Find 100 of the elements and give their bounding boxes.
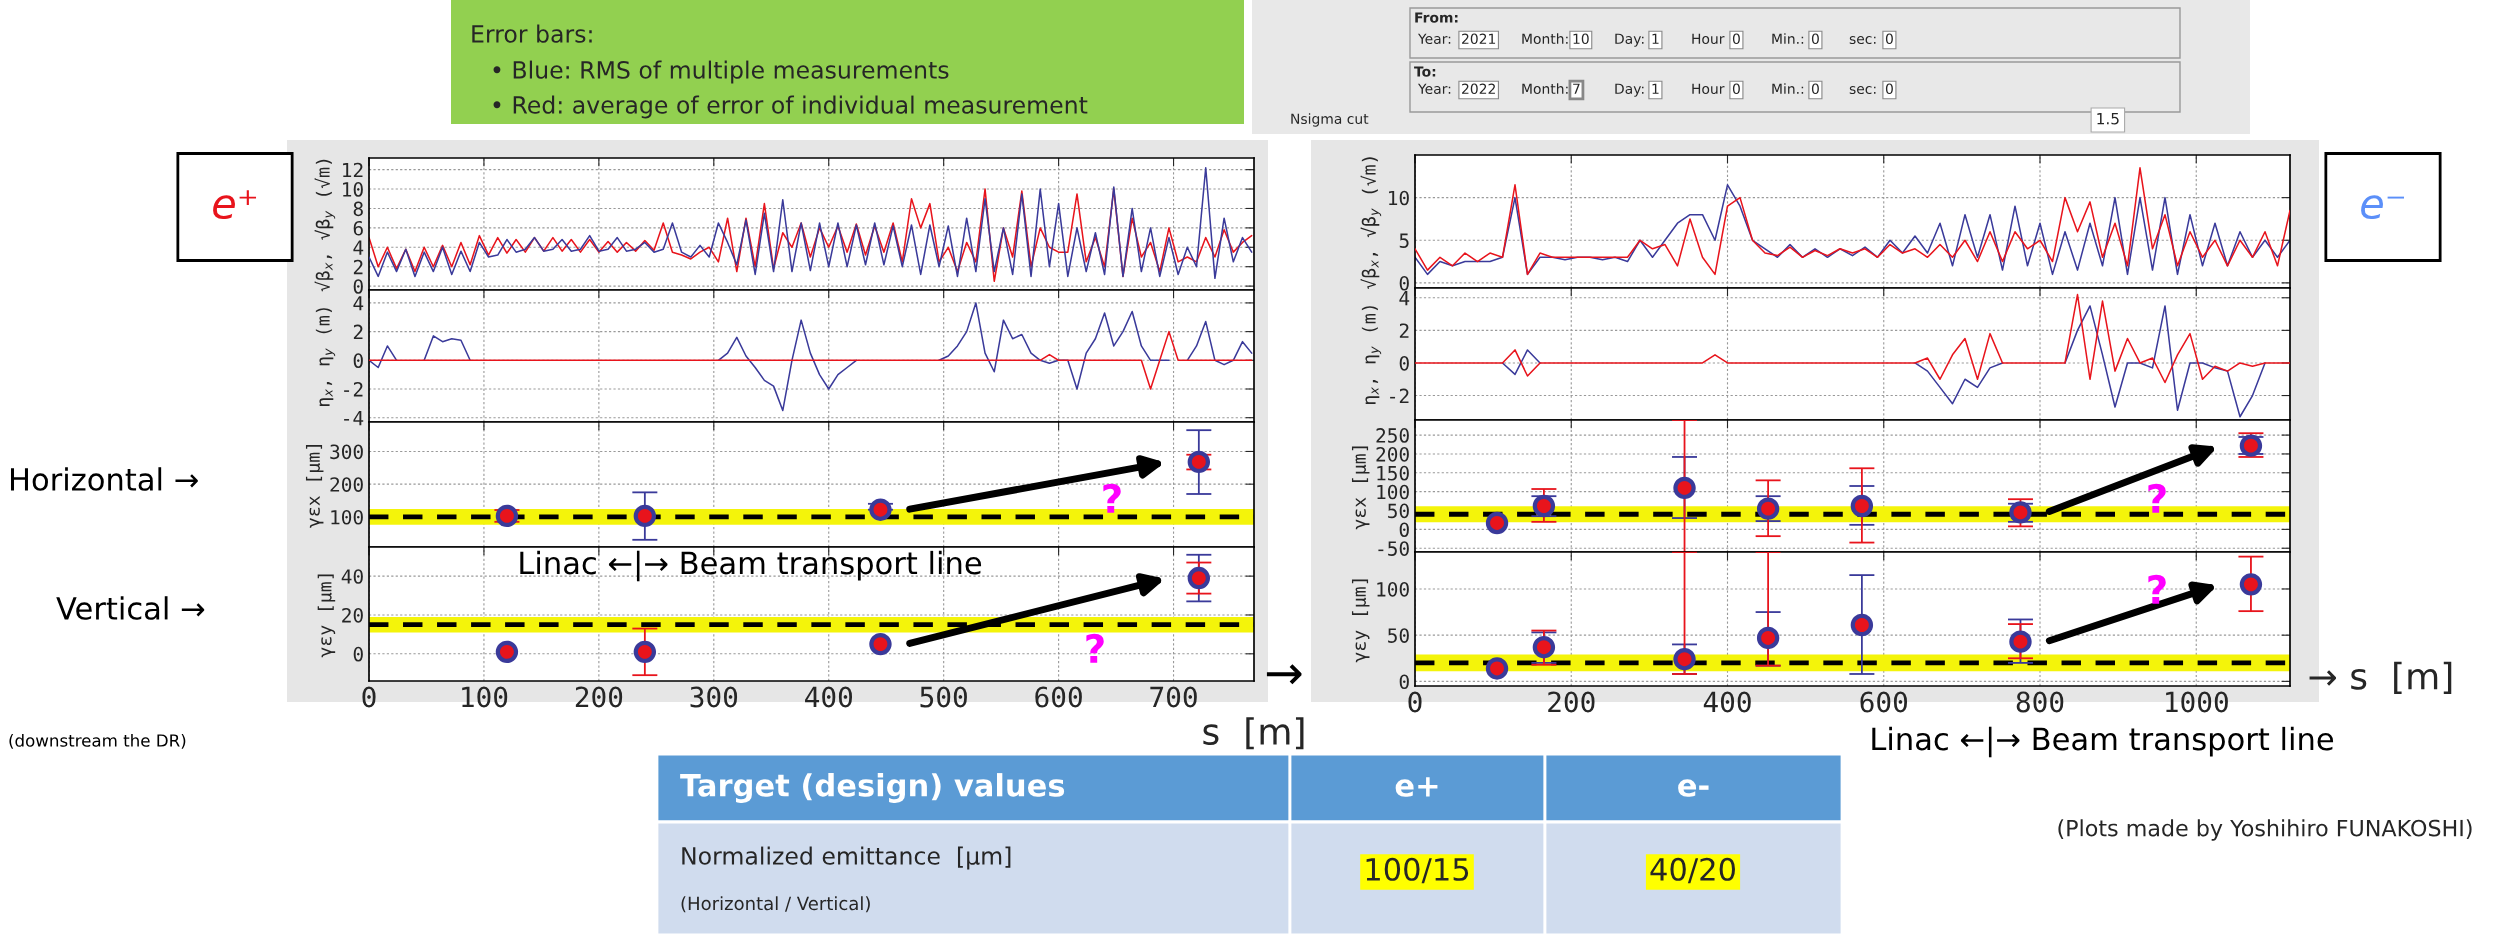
text: Vertical → bbox=[56, 596, 205, 620]
y-tick-label: 50 bbox=[1388, 628, 1409, 643]
y-tick-label: 200 bbox=[330, 477, 363, 492]
x-tick-label: 200 bbox=[575, 686, 623, 708]
y-axis-title: γεy [μm] bbox=[317, 574, 336, 658]
text: Error bars: bbox=[472, 24, 592, 43]
text: 0 bbox=[1732, 83, 1740, 95]
y-tick-label: 4 bbox=[1399, 291, 1410, 306]
text: 0 bbox=[1732, 33, 1740, 45]
y-tick-label: -2 bbox=[1390, 388, 1409, 403]
y-tick-label: 300 bbox=[330, 444, 363, 460]
x-tick-label: 1000 bbox=[2166, 691, 2228, 713]
text: → bbox=[1266, 664, 1302, 685]
y-tick-label: 0 bbox=[1399, 275, 1409, 291]
y-tick-label: 0 bbox=[1399, 522, 1409, 538]
y-tick-label: 0 bbox=[353, 646, 363, 662]
text: 100/15 bbox=[1366, 857, 1469, 884]
x-tick-label: 400 bbox=[805, 686, 853, 708]
text: Horizontal → bbox=[11, 467, 198, 491]
text: sec: bbox=[1849, 36, 1876, 45]
y-tick-label: 0 bbox=[353, 353, 363, 369]
y-tick-label: 8 bbox=[353, 201, 363, 217]
text: Linac ←|→ Beam transport line bbox=[1872, 726, 2334, 758]
x-axis-title: → s [m] bbox=[2309, 661, 2452, 695]
y-tick-label: 200 bbox=[1376, 446, 1409, 462]
text: (downstream the DR) bbox=[9, 733, 186, 749]
y-tick-label: 50 bbox=[1388, 503, 1409, 519]
category-label: e- bbox=[1678, 779, 1709, 797]
y-tick-label: -2 bbox=[344, 382, 363, 397]
text: (Plots made by Yoshihiro FUNAKOSHI) bbox=[2058, 819, 2472, 841]
y-tick-label: 100 bbox=[331, 509, 363, 525]
y-tick-label: 0 bbox=[353, 279, 363, 294]
text: 0 bbox=[1811, 83, 1819, 95]
text: (Horizontal / Vertical) bbox=[681, 896, 870, 913]
y-tick-label: 100 bbox=[1377, 484, 1409, 500]
text: 0 bbox=[1885, 33, 1893, 45]
category-label: Target (design) values bbox=[680, 773, 1065, 803]
y-tick-label: 100 bbox=[1377, 581, 1409, 597]
y-tick-label: 2 bbox=[1399, 323, 1409, 338]
y-tick-label: 20 bbox=[342, 607, 363, 623]
text: Month: bbox=[1522, 83, 1568, 95]
y-tick-label: 250 bbox=[1376, 428, 1409, 443]
annotation: Linac ←|→ Beam transport line bbox=[520, 550, 982, 582]
text: 0 bbox=[1811, 33, 1819, 45]
annotation: ? bbox=[1103, 483, 1121, 513]
y-tick-label: 6 bbox=[353, 220, 363, 236]
text: Normalized emittance [μm] bbox=[682, 846, 1011, 870]
text: e⁻ bbox=[2361, 195, 2405, 220]
text: Min.: bbox=[1772, 83, 1804, 94]
y-axis-title: √β$_{x}$, √β$_{y}$ (√m) bbox=[314, 159, 336, 292]
y-axis-title: γεx [μm] bbox=[1351, 446, 1370, 530]
text: 2021 bbox=[1462, 33, 1496, 45]
text: To: bbox=[1414, 66, 1436, 77]
y-tick-label: 2 bbox=[353, 324, 363, 340]
annotation: ? bbox=[2148, 574, 2166, 604]
x-tick-label: 600 bbox=[1860, 691, 1908, 713]
y-axis-title: γεx [μm] bbox=[305, 445, 324, 528]
x-tick-label: 400 bbox=[1703, 691, 1751, 713]
text: 1.5 bbox=[2097, 113, 2119, 125]
x-tick-label: 200 bbox=[1548, 691, 1595, 713]
x-tick-label: 700 bbox=[1150, 686, 1197, 708]
x-tick-label: 300 bbox=[690, 686, 738, 708]
text: • Blue: RMS of multiple measurements bbox=[493, 60, 949, 84]
y-axis-title: γεy [μm] bbox=[1351, 579, 1370, 663]
text: Nsigma cut bbox=[1291, 113, 1369, 127]
y-tick-label: -50 bbox=[1378, 541, 1409, 556]
y-tick-label: 10 bbox=[343, 182, 363, 197]
text: • Red: average of error of individual measurement bbox=[493, 95, 1088, 119]
y-tick-label: 4 bbox=[353, 240, 364, 255]
text: 1 bbox=[1652, 83, 1659, 94]
text: sec: bbox=[1849, 86, 1876, 95]
x-tick-label: 100 bbox=[462, 686, 508, 708]
text: From: bbox=[1415, 12, 1458, 23]
text: Month: bbox=[1522, 33, 1568, 45]
text: e⁺ bbox=[213, 190, 257, 220]
text: Day: bbox=[1615, 33, 1644, 47]
x-tick-label: 800 bbox=[2016, 691, 2064, 713]
y-axis-title: η$_{x}$, η$_{y}$ (m) bbox=[1361, 306, 1382, 404]
text: Year: bbox=[1417, 33, 1451, 45]
text: Day: bbox=[1615, 83, 1644, 97]
text: 2022 bbox=[1462, 83, 1495, 95]
y-tick-label: -4 bbox=[344, 410, 364, 426]
y-tick-label: 5 bbox=[1399, 233, 1409, 248]
y-tick-label: 0 bbox=[1399, 674, 1409, 690]
y-axis-title: √β$_{x}$, √β$_{y}$ (√m) bbox=[1360, 157, 1382, 289]
text: Hour bbox=[1692, 33, 1725, 45]
y-tick-label: 2 bbox=[353, 259, 363, 275]
text: 40/20 bbox=[1650, 857, 1735, 884]
y-tick-label: 0 bbox=[1399, 355, 1409, 371]
y-tick-label: 10 bbox=[1389, 190, 1409, 206]
y-tick-label: 12 bbox=[343, 162, 363, 178]
text: 1 bbox=[1652, 33, 1659, 44]
annotation: ? bbox=[1086, 633, 1104, 663]
x-tick-label: 600 bbox=[1035, 686, 1082, 708]
text: 0 bbox=[1885, 83, 1893, 95]
y-tick-label: 40 bbox=[341, 569, 363, 584]
text: Min.: bbox=[1772, 33, 1804, 44]
y-tick-label: 4 bbox=[353, 296, 364, 311]
y-tick-label: 150 bbox=[1377, 465, 1409, 481]
text: Year: bbox=[1417, 83, 1451, 95]
